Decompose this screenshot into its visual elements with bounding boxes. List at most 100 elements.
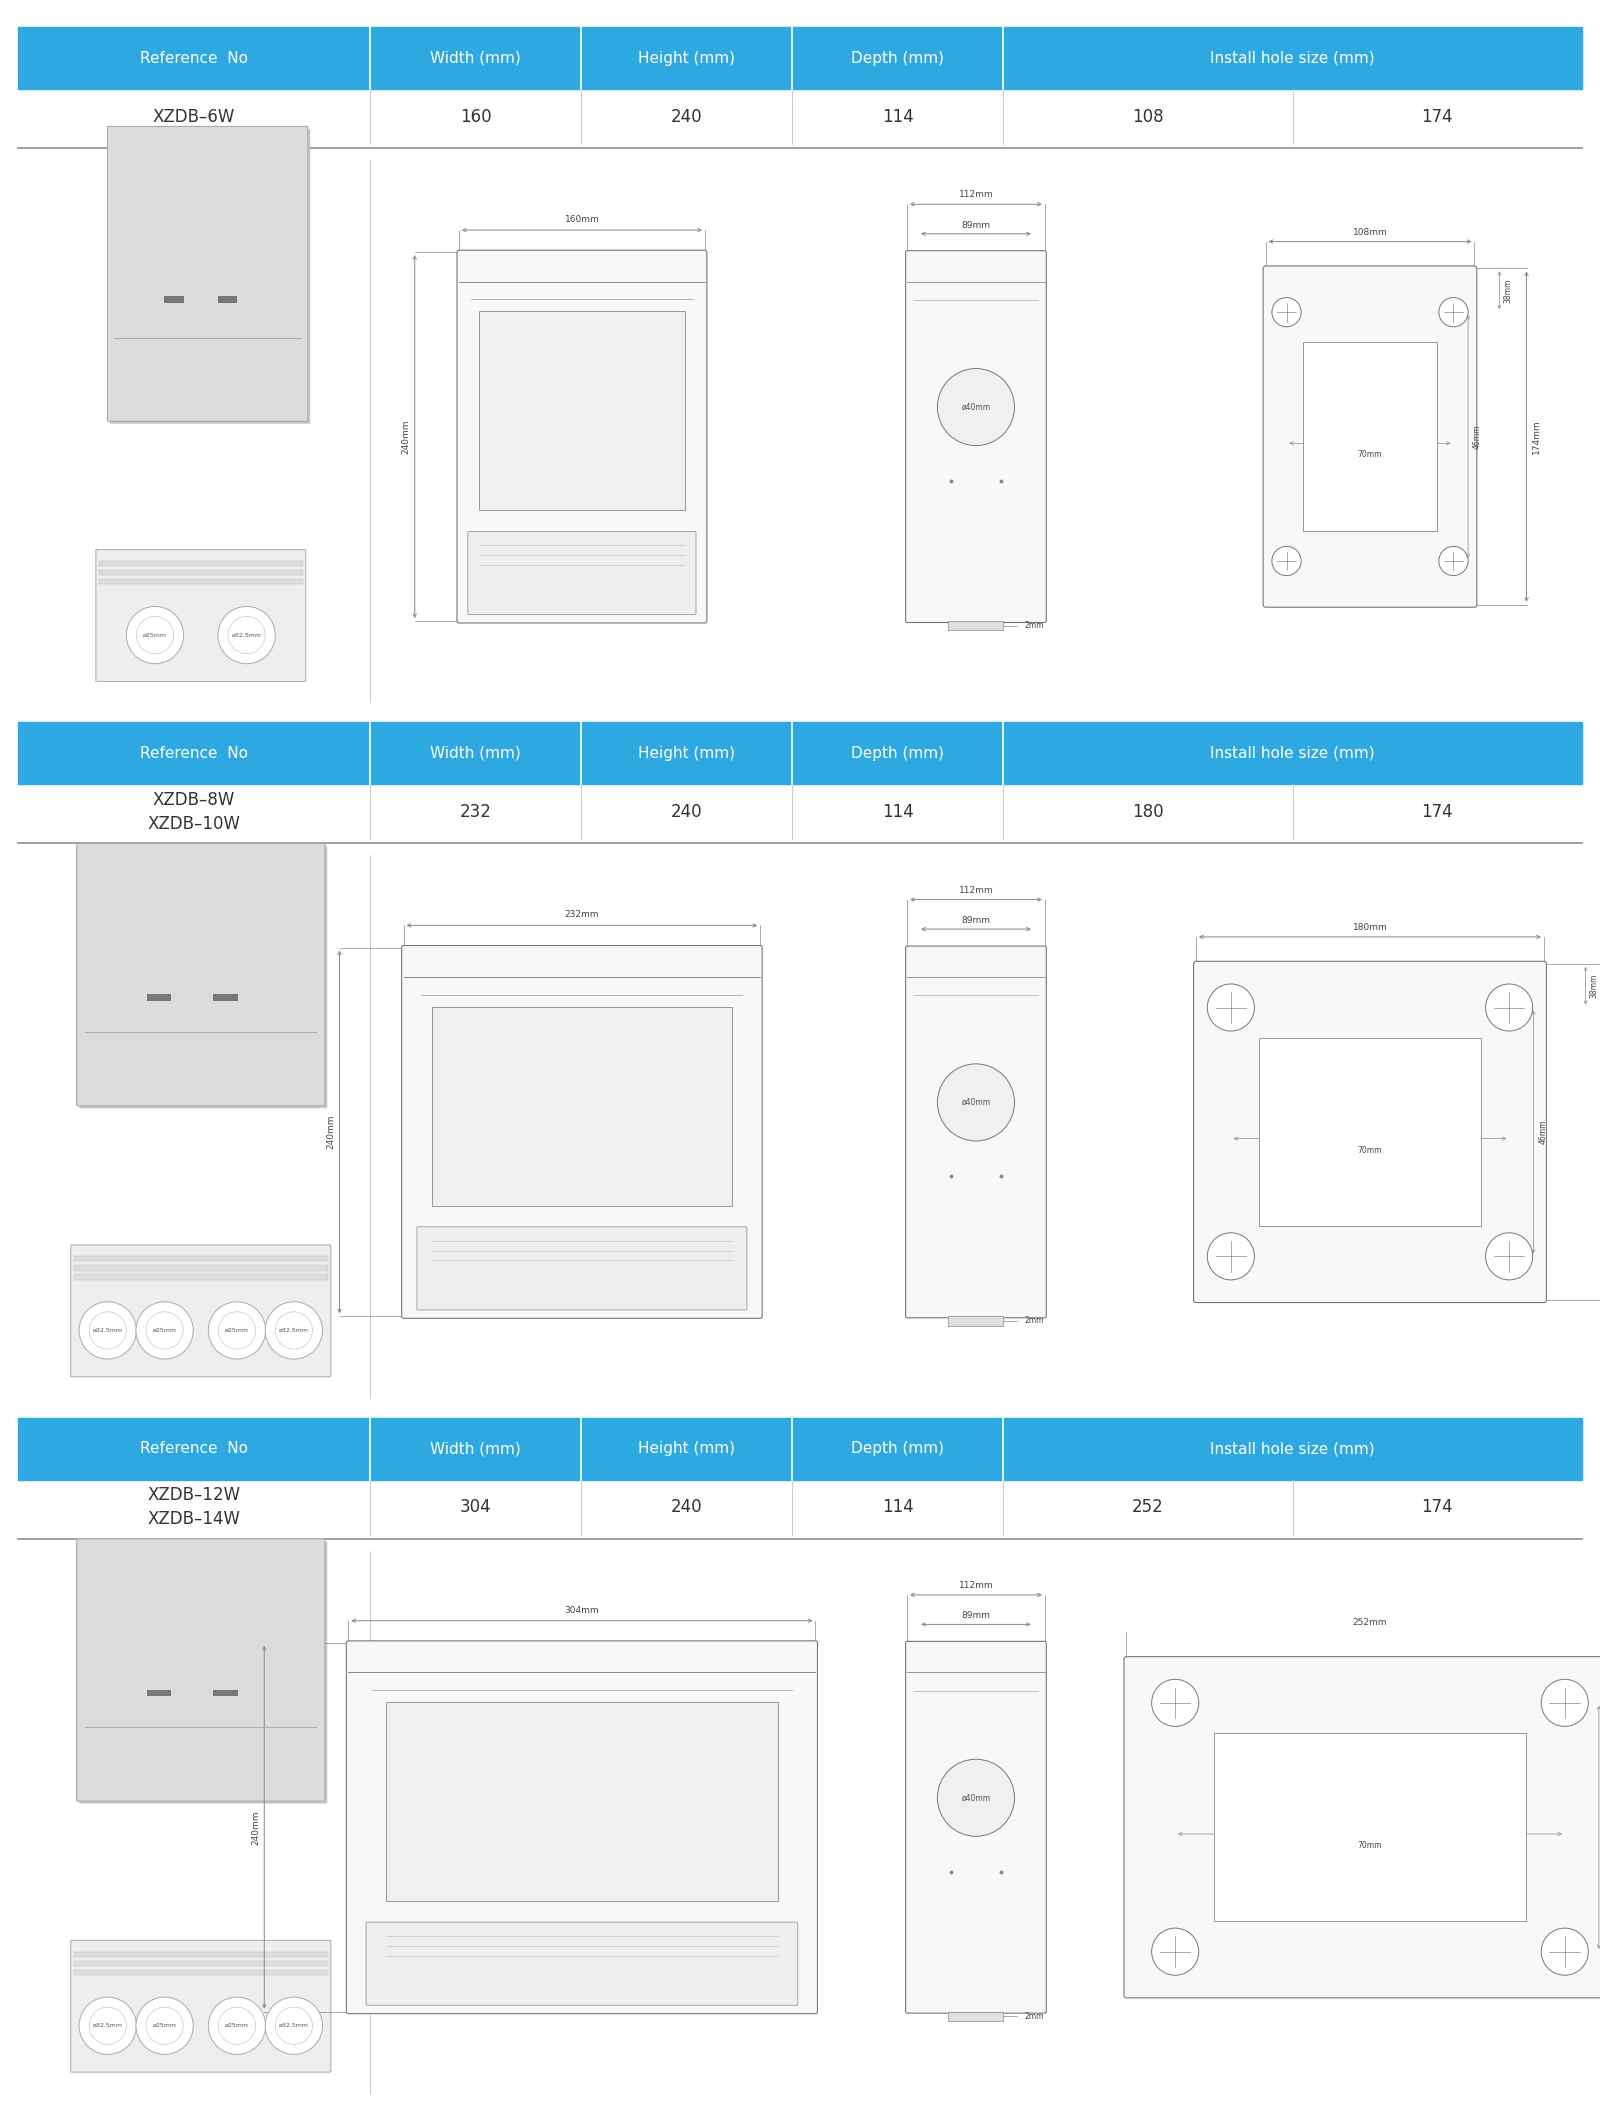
- Bar: [949, 1316, 1003, 1325]
- Text: 304: 304: [459, 1498, 491, 1517]
- Circle shape: [938, 1760, 1014, 1836]
- Circle shape: [136, 1997, 194, 2054]
- Text: Depth (mm): Depth (mm): [851, 1441, 944, 1456]
- Text: Width (mm): Width (mm): [430, 51, 522, 66]
- Text: Install hole size (mm): Install hole size (mm): [1210, 1441, 1374, 1456]
- Text: 2mm: 2mm: [1024, 621, 1043, 630]
- Text: 2mm: 2mm: [1024, 1316, 1043, 1325]
- Text: Reference  No: Reference No: [139, 746, 248, 761]
- Bar: [1259, 1037, 1482, 1226]
- Text: 160mm: 160mm: [565, 216, 600, 224]
- Bar: [18, 1418, 1582, 1479]
- Text: 89mm: 89mm: [962, 1612, 990, 1621]
- Text: Height (mm): Height (mm): [638, 746, 734, 761]
- FancyBboxPatch shape: [366, 1923, 798, 2005]
- FancyBboxPatch shape: [77, 1538, 325, 1800]
- Text: XZDB–6W: XZDB–6W: [152, 108, 235, 125]
- Text: ø25mm: ø25mm: [226, 2024, 250, 2028]
- FancyBboxPatch shape: [1262, 266, 1477, 606]
- Bar: [18, 27, 1582, 89]
- FancyBboxPatch shape: [1194, 961, 1547, 1302]
- Text: ø32.5mm: ø32.5mm: [278, 1327, 309, 1333]
- FancyBboxPatch shape: [70, 1940, 331, 2073]
- Text: ø40mm: ø40mm: [962, 1794, 990, 1802]
- Circle shape: [1438, 298, 1469, 328]
- Circle shape: [208, 1997, 266, 2054]
- Text: 232: 232: [459, 803, 491, 820]
- Text: 180: 180: [1133, 803, 1163, 820]
- Text: 174mm: 174mm: [1531, 418, 1541, 454]
- Text: ø40mm: ø40mm: [962, 404, 990, 412]
- Text: Depth (mm): Depth (mm): [851, 51, 944, 66]
- Circle shape: [266, 1302, 323, 1359]
- Bar: [18, 1479, 1582, 1534]
- FancyBboxPatch shape: [418, 1228, 747, 1310]
- FancyBboxPatch shape: [107, 127, 307, 420]
- Bar: [18, 723, 1582, 784]
- Circle shape: [1272, 547, 1301, 575]
- Text: 174: 174: [1421, 803, 1453, 820]
- Bar: [74, 1274, 328, 1280]
- Bar: [949, 621, 1003, 630]
- FancyBboxPatch shape: [467, 532, 696, 615]
- Text: 114: 114: [882, 803, 914, 820]
- Text: 70mm: 70mm: [1358, 450, 1382, 459]
- Bar: [99, 560, 302, 566]
- Circle shape: [208, 1302, 266, 1359]
- Circle shape: [126, 606, 184, 663]
- Text: XZDB–8W
XZDB–10W: XZDB–8W XZDB–10W: [147, 790, 240, 833]
- Text: Install hole size (mm): Install hole size (mm): [1210, 746, 1374, 761]
- Bar: [18, 89, 1582, 144]
- Circle shape: [1541, 1680, 1589, 1726]
- Circle shape: [78, 1302, 136, 1359]
- Text: ø25mm: ø25mm: [226, 1327, 250, 1333]
- Text: ø32.5mm: ø32.5mm: [93, 2024, 123, 2028]
- FancyBboxPatch shape: [70, 1245, 331, 1378]
- Text: ø25mm: ø25mm: [142, 632, 166, 638]
- Bar: [74, 1266, 328, 1270]
- Bar: [386, 1701, 778, 1902]
- Text: 240: 240: [670, 108, 702, 125]
- Bar: [213, 995, 238, 1002]
- Text: 240mm: 240mm: [251, 1811, 261, 1845]
- Text: Reference  No: Reference No: [139, 1441, 248, 1456]
- Circle shape: [1208, 985, 1254, 1031]
- Text: Width (mm): Width (mm): [430, 746, 522, 761]
- FancyBboxPatch shape: [906, 251, 1046, 623]
- Circle shape: [136, 1302, 194, 1359]
- Text: 112mm: 112mm: [958, 190, 994, 199]
- Text: 252mm: 252mm: [1352, 1619, 1387, 1627]
- FancyBboxPatch shape: [96, 549, 306, 680]
- Text: ø32.5mm: ø32.5mm: [232, 632, 261, 638]
- Text: 46mm: 46mm: [1474, 425, 1482, 448]
- Bar: [18, 784, 1582, 839]
- Text: 70mm: 70mm: [1358, 1840, 1382, 1851]
- Bar: [478, 311, 685, 511]
- Bar: [432, 1006, 731, 1207]
- FancyBboxPatch shape: [80, 845, 328, 1109]
- Text: 304mm: 304mm: [565, 1606, 600, 1614]
- Bar: [74, 1969, 328, 1976]
- Circle shape: [1541, 1929, 1589, 1976]
- Text: 174: 174: [1421, 1498, 1453, 1517]
- Text: ø25mm: ø25mm: [152, 1327, 176, 1333]
- Text: Depth (mm): Depth (mm): [851, 746, 944, 761]
- Text: 108: 108: [1133, 108, 1163, 125]
- Circle shape: [1485, 1232, 1533, 1280]
- FancyBboxPatch shape: [80, 1540, 328, 1805]
- Text: 240: 240: [670, 1498, 702, 1517]
- Circle shape: [1152, 1680, 1198, 1726]
- Text: 108mm: 108mm: [1352, 228, 1387, 237]
- Text: Install hole size (mm): Install hole size (mm): [1210, 51, 1374, 66]
- Circle shape: [1208, 1232, 1254, 1280]
- Text: 240: 240: [670, 803, 702, 820]
- Text: 38mm: 38mm: [1590, 974, 1598, 997]
- Text: 160: 160: [459, 108, 491, 125]
- Text: 114: 114: [882, 108, 914, 125]
- Bar: [74, 1257, 328, 1261]
- Text: 46mm: 46mm: [1539, 1120, 1547, 1143]
- Bar: [74, 1961, 328, 1965]
- Text: ø25mm: ø25mm: [152, 2024, 176, 2028]
- Text: Reference  No: Reference No: [139, 51, 248, 66]
- Circle shape: [1438, 547, 1469, 575]
